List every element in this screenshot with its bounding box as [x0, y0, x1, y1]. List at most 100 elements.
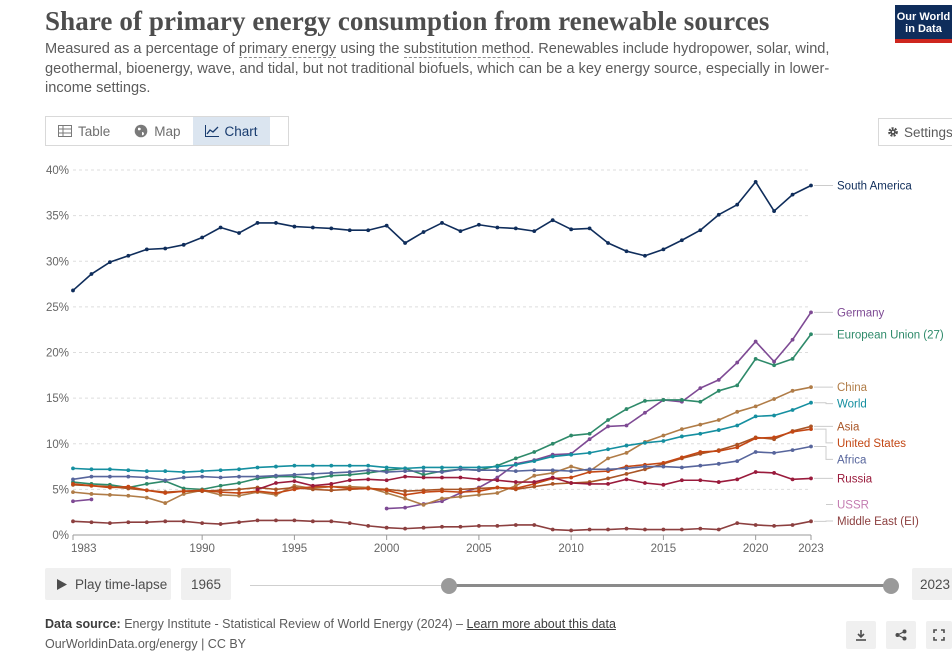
data-point	[772, 363, 776, 368]
data-point	[606, 447, 610, 452]
timeline-selected-range[interactable]	[449, 584, 891, 587]
series-label-ussr[interactable]: USSR	[837, 500, 869, 512]
data-point	[716, 377, 721, 382]
tab-chart[interactable]: Chart	[192, 117, 270, 145]
data-point	[532, 459, 537, 463]
series-label-africa[interactable]: Africa	[837, 454, 867, 466]
series-line	[72, 181, 812, 292]
data-point	[716, 527, 721, 532]
data-point	[366, 471, 371, 475]
series-label-world[interactable]: World	[837, 399, 867, 411]
data-point	[366, 463, 371, 468]
data-point	[643, 440, 647, 445]
data-point	[440, 470, 444, 474]
series-label-south-america[interactable]: South America	[837, 181, 912, 193]
series-united-states[interactable]	[71, 427, 813, 497]
download-button[interactable]	[846, 621, 876, 649]
data-point	[790, 388, 795, 393]
data-point	[403, 474, 407, 479]
data-point	[624, 423, 629, 428]
data-point	[809, 183, 813, 188]
data-point	[181, 489, 186, 494]
data-point	[310, 487, 315, 492]
data-point	[329, 484, 334, 489]
data-point	[772, 523, 776, 528]
data-point	[292, 472, 297, 477]
series-label-middle-east-ei-[interactable]: Middle East (EI)	[837, 516, 919, 528]
series-label-china[interactable]: China	[837, 382, 868, 394]
data-point	[679, 427, 684, 432]
data-point	[716, 461, 721, 466]
series-russia[interactable]	[255, 470, 813, 492]
data-point	[477, 477, 481, 482]
share-icon	[895, 629, 907, 641]
data-point	[458, 487, 463, 492]
settings-button[interactable]: Settings	[878, 118, 952, 146]
y-tick-label: 30%	[46, 256, 69, 268]
data-point	[587, 226, 592, 231]
data-point	[809, 424, 813, 429]
data-point	[237, 487, 241, 492]
share-button[interactable]	[886, 621, 916, 649]
series-label-united-states[interactable]: United States	[837, 438, 906, 450]
data-point	[661, 398, 666, 402]
substitution-method-link[interactable]: substitution method	[403, 41, 531, 58]
data-point	[403, 469, 407, 474]
data-point	[71, 519, 75, 524]
data-point	[513, 480, 518, 484]
owid-logo[interactable]: Our World in Data	[895, 5, 952, 43]
data-point	[440, 475, 444, 480]
data-point	[144, 469, 149, 474]
data-point	[698, 463, 703, 468]
data-point	[624, 526, 629, 531]
timeline-end-year[interactable]: 2023	[912, 568, 952, 600]
series-middle-east-ei-[interactable]	[71, 518, 813, 533]
subtitle-text: Measured as a percentage of	[45, 41, 239, 57]
x-tick-label: 2005	[466, 543, 492, 555]
data-point	[624, 471, 629, 476]
series-world[interactable]	[71, 400, 813, 474]
data-point	[772, 397, 776, 401]
data-point	[495, 485, 500, 490]
series-label-european-union-27-[interactable]: European Union (27)	[837, 329, 944, 341]
play-timelapse-button[interactable]: Play time-lapse	[45, 568, 171, 600]
data-point	[698, 431, 703, 436]
fullscreen-button[interactable]	[926, 621, 952, 649]
data-point	[643, 410, 647, 415]
tab-map[interactable]: Map	[122, 117, 192, 145]
series-africa[interactable]	[71, 444, 813, 483]
data-point	[753, 450, 758, 454]
x-tick-label: 1995	[282, 543, 308, 555]
data-point	[181, 486, 186, 491]
data-point	[292, 224, 297, 229]
data-point	[403, 496, 407, 501]
data-point	[200, 488, 205, 493]
data-point	[495, 475, 500, 480]
data-point	[606, 482, 610, 486]
data-point	[698, 228, 703, 233]
data-point	[513, 523, 518, 527]
data-point	[753, 523, 758, 527]
data-point	[513, 469, 518, 474]
download-icon	[856, 630, 866, 641]
series-label-russia[interactable]: Russia	[837, 473, 873, 485]
data-point	[513, 456, 518, 461]
timeline-start-year[interactable]: 1965	[181, 568, 231, 600]
timeline-start-handle[interactable]	[441, 578, 457, 594]
primary-energy-link[interactable]: primary energy	[238, 41, 337, 58]
data-point	[809, 444, 813, 449]
timeline-end-handle[interactable]	[883, 578, 899, 594]
tab-table[interactable]: Table	[46, 117, 122, 145]
data-point	[532, 473, 537, 478]
series-label-asia[interactable]: Asia	[837, 421, 860, 433]
learn-more-link[interactable]: Learn more about this data	[466, 617, 616, 631]
series-south-america[interactable]	[71, 179, 813, 293]
data-point	[716, 418, 721, 422]
data-point	[495, 468, 500, 473]
data-point	[200, 521, 205, 526]
data-point	[366, 228, 371, 233]
series-label-germany[interactable]: Germany	[837, 307, 885, 319]
data-point	[809, 332, 813, 337]
data-point	[440, 499, 444, 504]
data-point	[772, 435, 776, 440]
